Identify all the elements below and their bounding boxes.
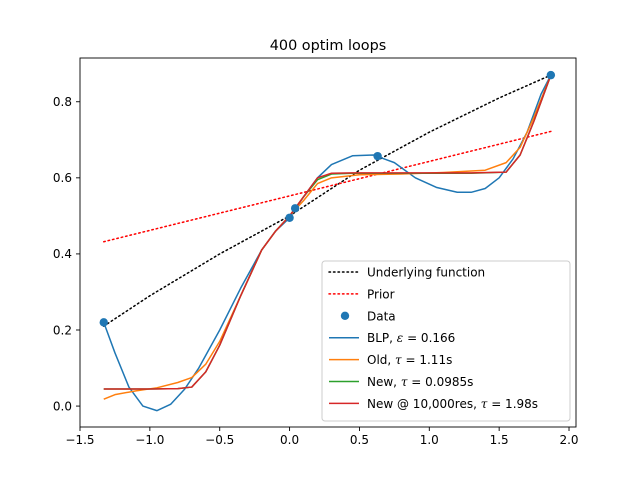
legend-label-prior: Prior [367, 287, 395, 301]
x-tick-label: 1.0 [420, 433, 439, 447]
series-layer [99, 70, 556, 412]
series-line-prior [103, 130, 552, 243]
data-point [546, 70, 556, 80]
legend-label-new-10-000res: New @ 10,000res, τ = 1.98s [367, 397, 538, 411]
data-point [373, 151, 382, 161]
x-tick-label: 1.5 [490, 433, 509, 447]
legend-label-data: Data [367, 309, 396, 323]
x-tick-label: 0.5 [350, 433, 369, 447]
y-tick-label: 0.6 [53, 171, 72, 185]
x-tick-label: −1.0 [135, 433, 164, 447]
data-point [99, 318, 108, 327]
legend: Underlying function Prior Data BLP, ε = 0.1… [321, 260, 571, 422]
legend-label-old: Old, τ = 1.11s [367, 353, 452, 367]
legend-frame [321, 260, 571, 422]
plot-area [99, 70, 556, 412]
data-point [290, 204, 300, 213]
data-point [285, 213, 294, 222]
y-tick-label: 0.4 [53, 247, 72, 261]
x-tick-label: −1.5 [65, 433, 94, 447]
x-tick-label: −0.5 [205, 433, 234, 447]
y-tick-label: 0.0 [53, 399, 72, 413]
axes-frame [79, 57, 577, 428]
chart-title: 400 optim loops [270, 38, 386, 54]
x-tick-label: 2.0 [559, 433, 578, 447]
legend-label-new: New, τ = 0.0985s [367, 375, 473, 389]
series-line-new-10-000res [103, 74, 552, 390]
axes: −1.5 −1.0 −0.5 0.0 0.5 1.0 1.5 2.0 0.0 0.2 0.4 0.6 0… [53, 57, 579, 447]
series-line-underlying-function [103, 74, 552, 327]
legend-label-blp: BLP, ε = 0.166 [367, 331, 455, 345]
y-tick-label: 0.8 [53, 95, 72, 109]
y-tick-label: 0.2 [53, 323, 72, 337]
legend-marker-data [340, 311, 350, 320]
x-tick-label: 0.0 [280, 433, 299, 447]
legend-label-underlying-function: Underlying function [367, 266, 485, 280]
